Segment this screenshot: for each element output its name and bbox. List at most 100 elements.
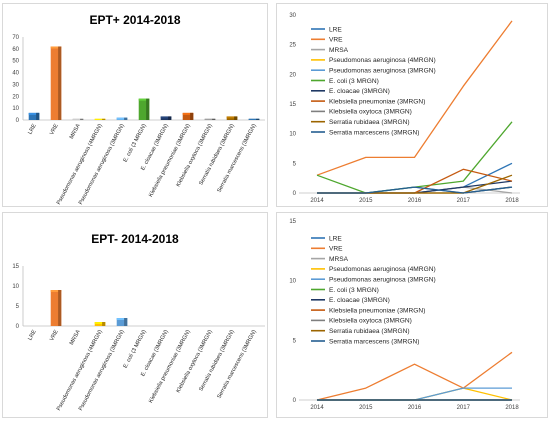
y-tick-label-30: 30 — [289, 13, 296, 19]
x-tick-label-2017: 2017 — [457, 405, 471, 411]
legend-label-serratia-marcescens-3mrgn: Serratia marcescens (3MRGN) — [329, 129, 420, 136]
bar-top-edge — [204, 118, 216, 120]
bar-side — [168, 116, 172, 120]
bar-side — [102, 118, 106, 120]
y-tick-label-0: 0 — [16, 118, 20, 124]
bar-side — [146, 98, 150, 120]
bar-top-edge — [116, 318, 128, 320]
x-tick-label-klebsiella-pneumoniae-3mrgn: Klebsiella pneumoniae (3MRGN) — [148, 123, 192, 198]
legend-label-e-coli-3-mrgn: E. coli (3 MRGN) — [329, 78, 379, 85]
bar-top-edge — [72, 118, 84, 120]
legend-label-lre: LRE — [329, 26, 342, 33]
bar-chart-panel-ept-minus: EPT- 2014-2018 0 5 10 15 LRE VRE MRSA Pseudomona… — [2, 212, 268, 418]
x-tick-label-mrsa: MRSA — [69, 329, 82, 346]
bar-top-edge — [226, 116, 238, 119]
bar-chart-panel-ept-plus: EPT+ 2014-2018 0 10 20 30 40 50 60 70 LRE VRE MRSA P… — [2, 3, 268, 207]
bar-top-edge — [28, 112, 40, 115]
bar-serratia-marcescens-3mrgn — [248, 118, 260, 120]
bar-serratia-rubidaea-3mrgn — [226, 116, 238, 120]
legend-label-lre: LRE — [329, 235, 342, 242]
bar-klebsiella-oxytoca-3mrgn — [204, 118, 216, 120]
bar-pseudomonas-aeruginosa-3mrgn — [116, 117, 128, 120]
bar-mrsa — [72, 118, 84, 120]
x-tick-label-vre: VRE — [49, 329, 60, 342]
x-tick-label-serratia-marcescens-3mrgn: Serratia marcescens (3MRGN) — [216, 123, 257, 194]
legend-label-e-coli-3-mrgn: E. coli (3 MRGN) — [329, 287, 379, 294]
bar-klebsiella-pneumoniae-3mrgn — [182, 112, 194, 120]
bar-chart-ept-plus: EPT+ 2014-2018 0 10 20 30 40 50 60 70 LRE VRE MRSAP… — [12, 13, 265, 206]
y-tick-label-0: 0 — [293, 398, 297, 404]
x-tick-label-mrsa: MRSA — [69, 123, 82, 140]
legend-label-e-cloacae-3mrgn: E. cloacae (3MRGN) — [329, 88, 390, 95]
x-tick-label-e-coli-3-mrgn: E. coli (3 MRGN) — [123, 329, 148, 369]
y-tick-label-20: 20 — [12, 94, 19, 100]
series-line-vre — [316, 20, 513, 176]
series-line-serratia-marcescens-3mrgn — [317, 186, 513, 194]
bar-face — [116, 318, 128, 326]
y-tick-label-70: 70 — [12, 35, 19, 41]
x-tick-label-2014: 2014 — [310, 198, 324, 204]
legend-label-klebsiella-oxytoca-3mrgn: Klebsiella oxytoca (3MRGN) — [329, 109, 412, 116]
series-line-pseudomonas-aeruginosa-4mrgn — [317, 387, 513, 401]
bar-side — [234, 116, 238, 120]
bar-side — [124, 318, 128, 326]
legend-label-klebsiella-pneumoniae-3mrgn: Klebsiella pneumoniae (3MRGN) — [329, 307, 425, 314]
legend-label-mrsa: MRSA — [329, 256, 349, 263]
y-tick-label-0: 0 — [16, 324, 20, 330]
bar-side — [190, 112, 194, 120]
bar-vre — [50, 46, 62, 120]
y-tick-label-15: 15 — [289, 219, 296, 225]
bar-side — [80, 118, 84, 120]
y-tick-label-10: 10 — [12, 284, 19, 290]
line-chart-ept-minus: 0 5 10 15 2014 2015 2016 2017 2018 LRE VRE MRSA Pseu… — [289, 219, 520, 411]
y-tick-label-20: 20 — [289, 72, 296, 78]
x-tick-label-2015: 2015 — [359, 405, 373, 411]
legend-label-pseudomonas-aeruginosa-4mrgn: Pseudomonas aeruginosa (4MRGN) — [329, 57, 436, 64]
legend-label-vre: VRE — [329, 37, 343, 44]
bar-lre — [28, 112, 40, 120]
bar-vre — [50, 290, 62, 326]
x-tick-label-lre: LRE — [27, 329, 38, 342]
y-tick-label-15: 15 — [12, 264, 19, 270]
legend-label-pseudomonas-aeruginosa-3mrgn: Pseudomonas aeruginosa (3MRGN) — [329, 277, 436, 284]
x-tick-label-2018: 2018 — [505, 405, 519, 411]
y-tick-label-5: 5 — [16, 304, 20, 310]
bar-e-cloacae-3mrgn — [160, 116, 172, 120]
x-tick-label-serratia-marcescens-3mrgn: Serratia marcescens (3MRGN) — [216, 329, 257, 400]
x-tick-label-2016: 2016 — [408, 405, 422, 411]
bar-side — [58, 290, 62, 326]
bar-face — [50, 290, 62, 326]
bar-e-coli-3-mrgn — [138, 98, 150, 120]
x-tick-label-2018: 2018 — [505, 198, 519, 204]
bar-top-edge — [138, 98, 150, 101]
bar-face — [50, 46, 62, 120]
bar-side — [212, 118, 216, 120]
x-tick-label-lre: LRE — [27, 123, 38, 136]
legend-label-serratia-marcescens-3mrgn: Serratia marcescens (3MRGN) — [329, 338, 420, 345]
y-tick-label-60: 60 — [12, 47, 19, 53]
y-tick-label-0: 0 — [293, 191, 297, 197]
legend-label-mrsa: MRSA — [329, 47, 349, 54]
legend-label-klebsiella-oxytoca-3mrgn: Klebsiella oxytoca (3MRGN) — [329, 318, 412, 325]
legend-label-pseudomonas-aeruginosa-3mrgn: Pseudomonas aeruginosa (3MRGN) — [329, 68, 436, 75]
line-chart-ept-plus: 0 5 10 15 20 25 30 2014 2015 2016 2017 2018 LRE VRE MR… — [289, 13, 520, 204]
y-tick-label-10: 10 — [12, 106, 19, 112]
legend-label-klebsiella-pneumoniae-3mrgn: Klebsiella pneumoniae (3MRGN) — [329, 98, 425, 105]
legend-label-e-cloacae-3mrgn: E. cloacae (3MRGN) — [329, 297, 390, 304]
x-tick-label-klebsiella-pneumoniae-3mrgn: Klebsiella pneumoniae (3MRGN) — [148, 329, 192, 404]
bar-top-edge — [182, 112, 194, 115]
y-tick-label-5: 5 — [293, 338, 297, 344]
x-tick-label-vre: VRE — [49, 123, 60, 136]
y-tick-label-15: 15 — [289, 102, 296, 108]
bar-side — [124, 117, 128, 120]
bar-top-edge — [248, 118, 260, 120]
legend-label-serratia-rubidaea-3mrgn: Serratia rubidaea (3MRGN) — [329, 119, 410, 126]
y-tick-label-10: 10 — [289, 132, 296, 138]
x-tick-label-pseudomonas-aeruginosa-3mrgn: Pseudomonas aeruginosa (3MRGN) — [78, 123, 126, 206]
bar-chart-ept-minus: EPT- 2014-2018 0 5 10 15 LRE VRE MRSAPseudomona… — [12, 232, 265, 412]
x-tick-label-2016: 2016 — [408, 198, 422, 204]
x-tick-label-pseudomonas-aeruginosa-4mrgn: Pseudomonas aeruginosa (4MRGN) — [56, 123, 104, 206]
legend-label-pseudomonas-aeruginosa-4mrgn: Pseudomonas aeruginosa (4MRGN) — [329, 266, 436, 273]
y-tick-label-10: 10 — [289, 279, 296, 285]
line-chart-panel-ept-minus: 0 5 10 15 2014 2015 2016 2017 2018 LRE VRE MRSA Pseu… — [276, 212, 548, 418]
